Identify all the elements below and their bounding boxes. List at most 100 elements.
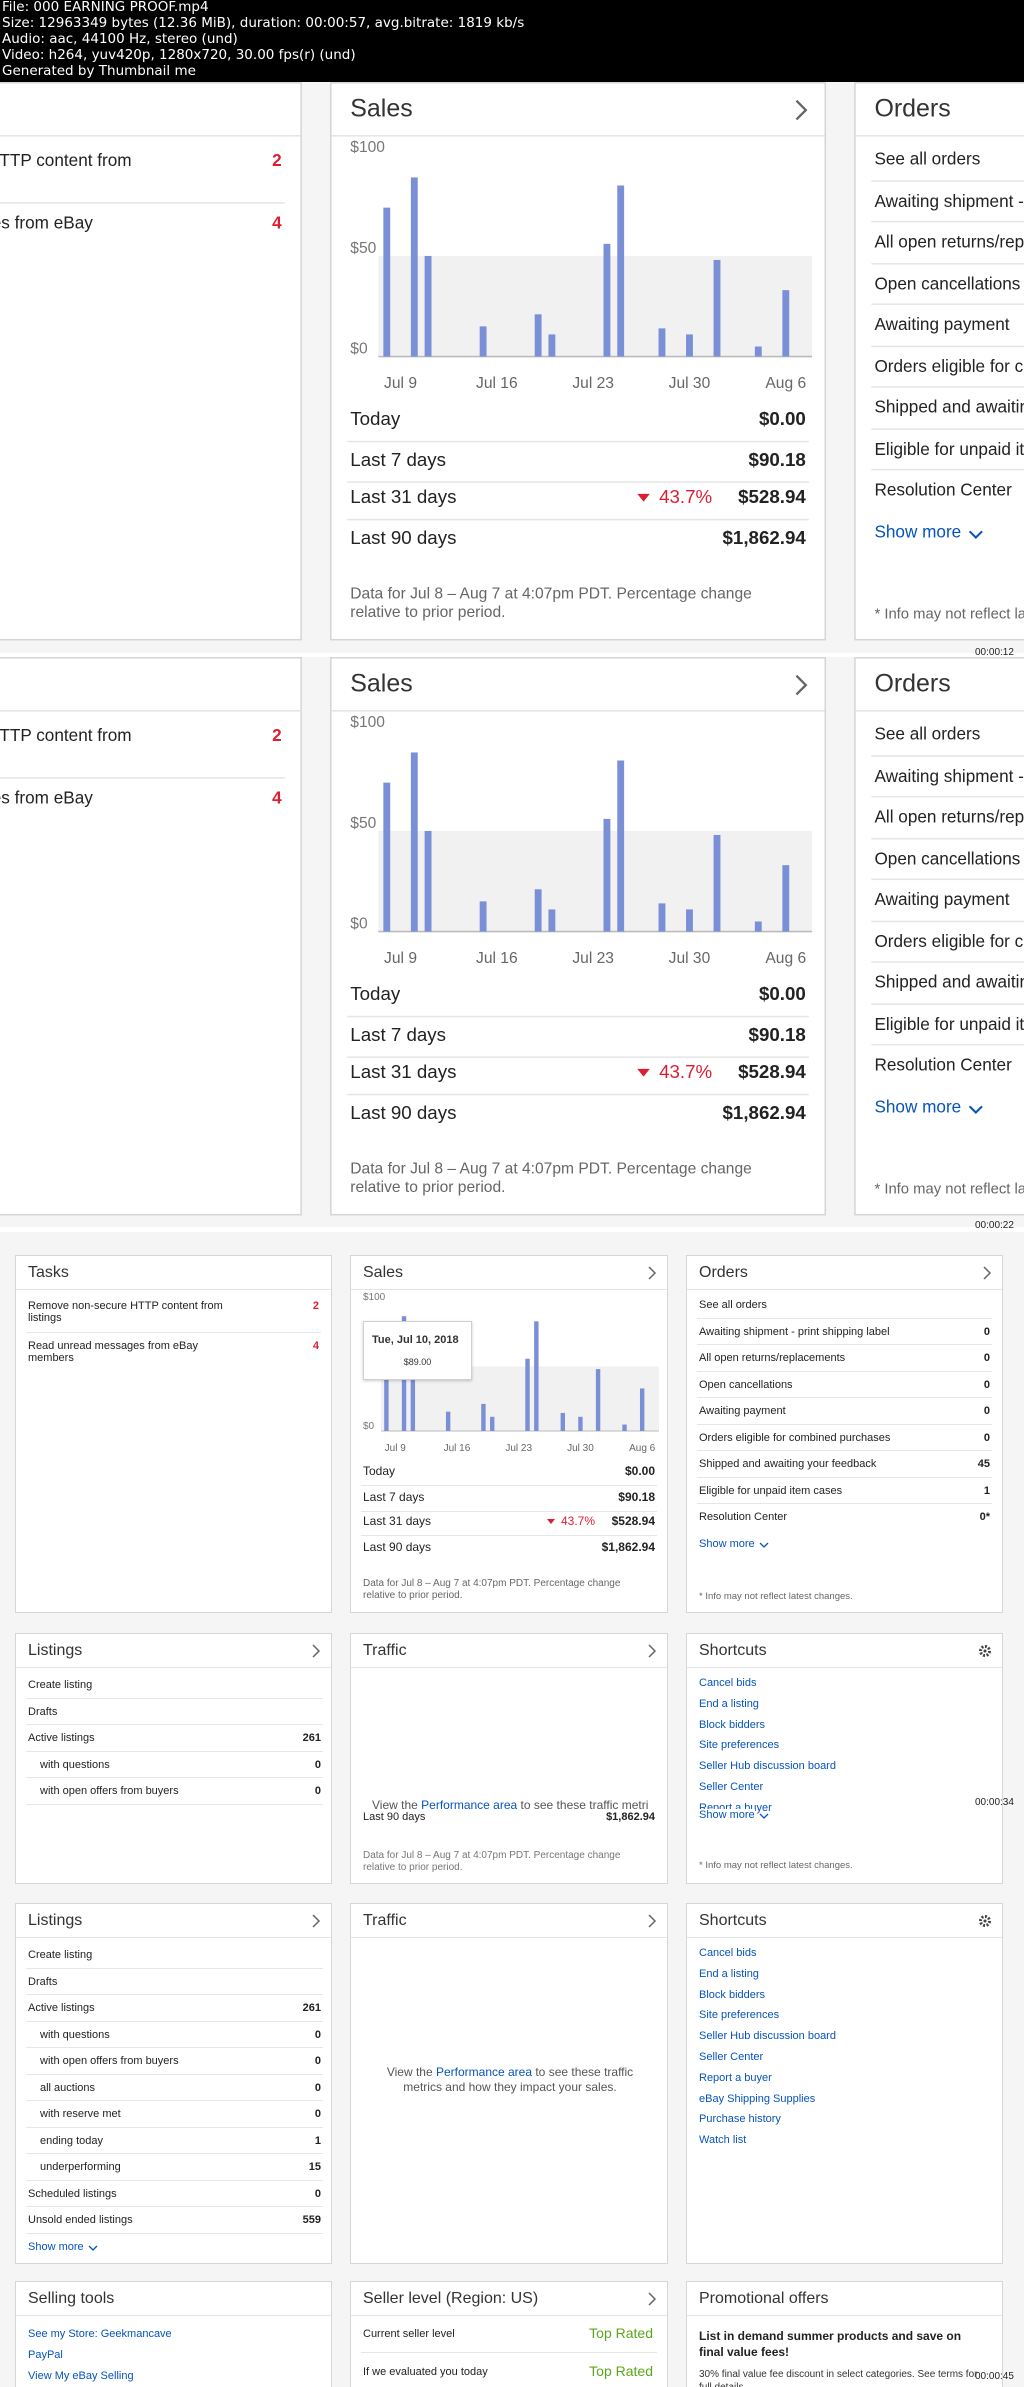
listing-divider	[26, 2047, 323, 2048]
promo-headline: List in demand summer products and save …	[699, 2329, 962, 2359]
down-icon	[88, 2245, 98, 2251]
shortcut-label[interactable]: Cancel bids	[699, 1947, 757, 1959]
card-header-divider	[16, 1937, 331, 1938]
card-title: Seller level (Region: US)	[363, 2290, 539, 2307]
listing-label: Unsold ended listings	[28, 2214, 133, 2226]
listings-card: Listings Create listing Drafts Active listi…	[15, 1903, 332, 2264]
chevron-icon[interactable]	[982, 1266, 992, 1280]
selling-tool-label[interactable]: See my Store: Geekmancave	[28, 2328, 172, 2340]
chevron-icon[interactable]	[647, 2292, 657, 2306]
listings-show-more[interactable]: Show more	[28, 2240, 84, 2253]
shortcut-label[interactable]: Purchase history	[699, 2113, 781, 2126]
x-tick-label: Jul 30	[567, 1443, 594, 1454]
shortcut-label[interactable]: End a listing	[699, 1967, 759, 1980]
shortcut-label[interactable]: Report a buyer	[699, 2071, 772, 2084]
listing-divider	[26, 1803, 323, 1805]
frame-timestamp: 00:00:34	[975, 1797, 1014, 1808]
order-label: Eligible for unpaid item cases	[874, 1015, 1024, 1034]
chevron-icon[interactable]	[311, 1914, 321, 1928]
sales-period-divider	[347, 440, 809, 443]
frame-timestamp: 00:00:45	[975, 2371, 1014, 2382]
card-header-divider	[16, 1289, 331, 1290]
orders-show-more[interactable]: Show more	[874, 522, 962, 542]
sales-period-label: Last 7 days	[350, 1023, 447, 1046]
x-tick-label: Jul 16	[476, 950, 518, 967]
order-count: 0*	[979, 1511, 990, 1523]
order-divider	[697, 1423, 992, 1425]
shortcut-label[interactable]: Site preferences	[699, 1739, 780, 1752]
shortcuts-show-more[interactable]: Show more	[699, 1809, 755, 1821]
sales-period-divider	[347, 1015, 809, 1018]
order-label: See all orders	[699, 1299, 767, 1311]
listing-label: underperforming	[40, 2161, 121, 2173]
sales-period-divider	[361, 1511, 657, 1512]
gear-icon[interactable]	[978, 1644, 992, 1658]
chevron-shape	[795, 99, 808, 121]
seller-level-value: Top Rated	[589, 2363, 653, 2379]
shortcut-label[interactable]: Seller Center	[699, 1781, 764, 1793]
y-tick-label: $0	[350, 340, 368, 357]
chevron-icon[interactable]	[647, 1644, 657, 1658]
sales-card: Sales $0 $50 $100 Jul 9 Jul 16 Jul 23 Jul 30 Aug…	[330, 657, 827, 1216]
shortcut-label[interactable]: Block bidders	[699, 1988, 766, 2001]
shortcut-label[interactable]: Block bidders	[699, 1718, 766, 1731]
x-tick-label: Jul 9	[384, 375, 417, 392]
performance-link[interactable]: Performance area	[421, 1798, 518, 1812]
order-divider	[871, 427, 1024, 430]
task-count: 4	[272, 214, 282, 234]
order-count: 0	[983, 1378, 990, 1391]
chevron-icon[interactable]	[647, 1266, 657, 1280]
order-divider	[871, 961, 1024, 963]
order-divider	[871, 262, 1024, 264]
chevron-icon[interactable]	[793, 99, 809, 121]
card-header-divider	[351, 1937, 667, 1938]
shortcut-label[interactable]: Seller Hub discussion board	[699, 2030, 836, 2043]
chevron-icon[interactable]	[793, 674, 809, 696]
shortcut-label[interactable]: eBay Shipping Supplies	[699, 2092, 816, 2105]
performance-link[interactable]: Performance area	[435, 2065, 533, 2079]
x-tick-label: Jul 23	[572, 950, 614, 967]
chevron-icon[interactable]	[647, 1914, 657, 1928]
shortcut-label[interactable]: Site preferences	[699, 2009, 780, 2022]
listing-count: 0	[314, 2055, 321, 2067]
task-count: 2	[272, 727, 282, 746]
bar	[424, 255, 432, 357]
orders-show-more[interactable]: Show more	[699, 1537, 755, 1550]
bar	[548, 334, 556, 357]
task-count: 4	[312, 1340, 319, 1352]
order-label: Orders eligible for combined purchases	[699, 1431, 891, 1444]
shortcut-label[interactable]: End a listing	[699, 1697, 759, 1710]
orders-show-more[interactable]: Show more	[874, 1097, 962, 1117]
card-title: Orders	[874, 96, 951, 123]
gear-icon[interactable]	[978, 1914, 992, 1928]
sales-period-count: $0.00	[758, 408, 806, 430]
tri-icon	[637, 1068, 650, 1077]
shortcut-label[interactable]: Seller Center	[699, 2051, 764, 2063]
sales-card: Sales $0 $50 $100 Jul 9 Jul 16 Jul 23 Jul 30 Aug…	[330, 82, 827, 641]
frame-timestamp: 00:00:22	[975, 1220, 1014, 1231]
chevron-shape	[312, 1644, 321, 1658]
shortcut-label[interactable]: Watch list	[699, 2134, 747, 2147]
order-count: 0	[983, 1405, 990, 1417]
chevron-icon[interactable]	[311, 1644, 321, 1658]
order-label: Awaiting payment	[874, 891, 1010, 910]
bar	[639, 1388, 645, 1431]
order-label: Orders eligible for combined purchases	[874, 932, 1024, 952]
selling-tool-label[interactable]: View My eBay Selling	[28, 2369, 134, 2382]
order-label: Shipped and awaiting your feedback	[874, 973, 1024, 993]
listing-divider	[26, 2179, 323, 2181]
shortcut-label[interactable]: Cancel bids	[699, 1677, 757, 1689]
card-header-divider	[0, 710, 301, 712]
card-header-divider	[0, 135, 301, 137]
listing-label: Create listing	[28, 1679, 93, 1691]
selling-tool-label[interactable]: PayPal	[28, 2348, 63, 2361]
sales-period-label: Last 31 days	[350, 1061, 457, 1083]
shortcut-label[interactable]: Seller Hub discussion board	[699, 1760, 836, 1773]
card-title: Shortcuts	[699, 1912, 767, 1929]
sales-period-divider	[361, 1485, 657, 1486]
sales-period-count: $90.18	[748, 448, 806, 471]
y-tick-label: $0	[350, 915, 368, 932]
